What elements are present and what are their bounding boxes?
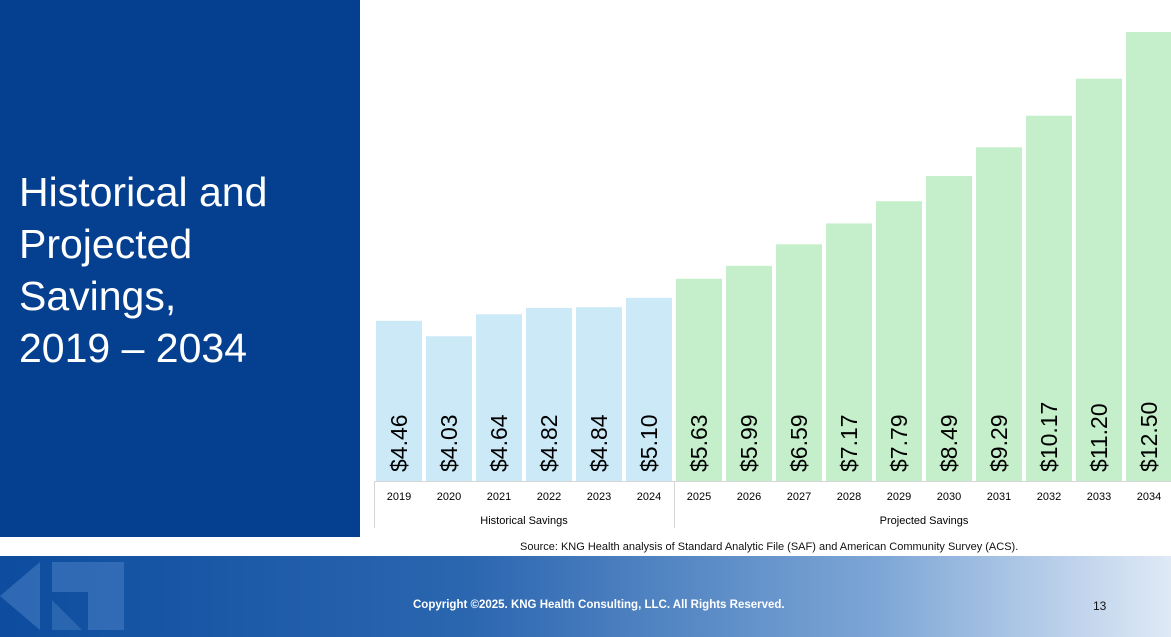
group-label-1: Projected Savings xyxy=(880,515,969,527)
tick-label-2022: 2022 xyxy=(537,491,561,503)
bar-2029 xyxy=(876,201,922,481)
bar-2034 xyxy=(1126,32,1171,481)
data-label-2029: $7.79 xyxy=(886,414,912,472)
tick-label-2028: 2028 xyxy=(837,491,861,503)
data-label-2031: $9.29 xyxy=(986,414,1012,472)
data-label-2032: $10.17 xyxy=(1036,402,1062,472)
tick-label-2023: 2023 xyxy=(587,491,611,503)
data-label-2026: $5.99 xyxy=(736,414,762,472)
tick-label-2026: 2026 xyxy=(737,491,761,503)
company-logo-icon xyxy=(0,562,124,630)
data-label-2022: $4.82 xyxy=(536,414,562,472)
tick-label-2027: 2027 xyxy=(787,491,811,503)
data-label-2021: $4.64 xyxy=(486,414,512,472)
tick-label-2031: 2031 xyxy=(987,491,1011,503)
tick-label-2025: 2025 xyxy=(687,491,711,503)
copyright-text: Copyright ©2025. KNG Health Consulting, … xyxy=(413,599,785,611)
bar-2023 xyxy=(576,307,622,481)
slide-title-line-4: 2019 – 2034 xyxy=(19,325,248,371)
slide-title: Historical and Projected Savings, 2019 –… xyxy=(19,166,349,374)
savings-bar-chart: $4.46 2019 $4.03 2020 $4.64 2021 $4.82 2022 $4.8… xyxy=(374,32,1171,528)
bar-2025 xyxy=(676,278,722,481)
footer-bar: Copyright ©2025. KNG Health Consulting, … xyxy=(0,556,1171,637)
bar-2020 xyxy=(426,336,472,481)
bar-2032 xyxy=(1026,115,1072,481)
bar-2022 xyxy=(526,307,572,481)
bar-2030 xyxy=(926,176,972,482)
data-label-2023: $4.84 xyxy=(586,414,612,472)
bar-2021 xyxy=(476,314,522,481)
data-label-2024: $5.10 xyxy=(636,414,662,472)
tick-label-2024: 2024 xyxy=(637,491,661,503)
tick-label-2033: 2033 xyxy=(1087,491,1111,503)
tick-label-2030: 2030 xyxy=(937,491,961,503)
data-label-2020: $4.03 xyxy=(436,414,462,472)
data-label-2033: $11.20 xyxy=(1086,403,1112,472)
data-label-2019: $4.46 xyxy=(386,414,412,472)
title-panel: Historical and Projected Savings, 2019 –… xyxy=(0,0,360,537)
page-number: 13 xyxy=(1093,599,1107,613)
data-label-2028: $7.17 xyxy=(836,414,862,472)
source-note: Source: KNG Health analysis of Standard … xyxy=(520,541,1019,553)
tick-label-2034: 2034 xyxy=(1137,491,1161,503)
tick-label-2029: 2029 xyxy=(887,491,911,503)
tick-label-2021: 2021 xyxy=(487,491,511,503)
bar-2026 xyxy=(726,265,772,481)
bar-2028 xyxy=(826,223,872,481)
tick-label-2032: 2032 xyxy=(1037,491,1061,503)
bar-2027 xyxy=(776,244,822,481)
bar-2033 xyxy=(1076,78,1122,482)
slide-title-line-3: Savings, xyxy=(19,273,177,319)
tick-label-2020: 2020 xyxy=(437,491,461,503)
slide-title-line-2: Projected xyxy=(19,221,193,267)
data-label-2025: $5.63 xyxy=(686,414,712,472)
group-label-0: Historical Savings xyxy=(480,515,568,527)
data-label-2034: $12.50 xyxy=(1136,402,1162,472)
tick-label-2019: 2019 xyxy=(387,491,411,503)
bar-2019 xyxy=(376,320,422,481)
data-label-2030: $8.49 xyxy=(936,414,962,472)
bar-2031 xyxy=(976,147,1022,481)
data-label-2027: $6.59 xyxy=(786,414,812,472)
bar-2024 xyxy=(626,297,672,481)
slide-title-line-1: Historical and xyxy=(19,169,268,215)
